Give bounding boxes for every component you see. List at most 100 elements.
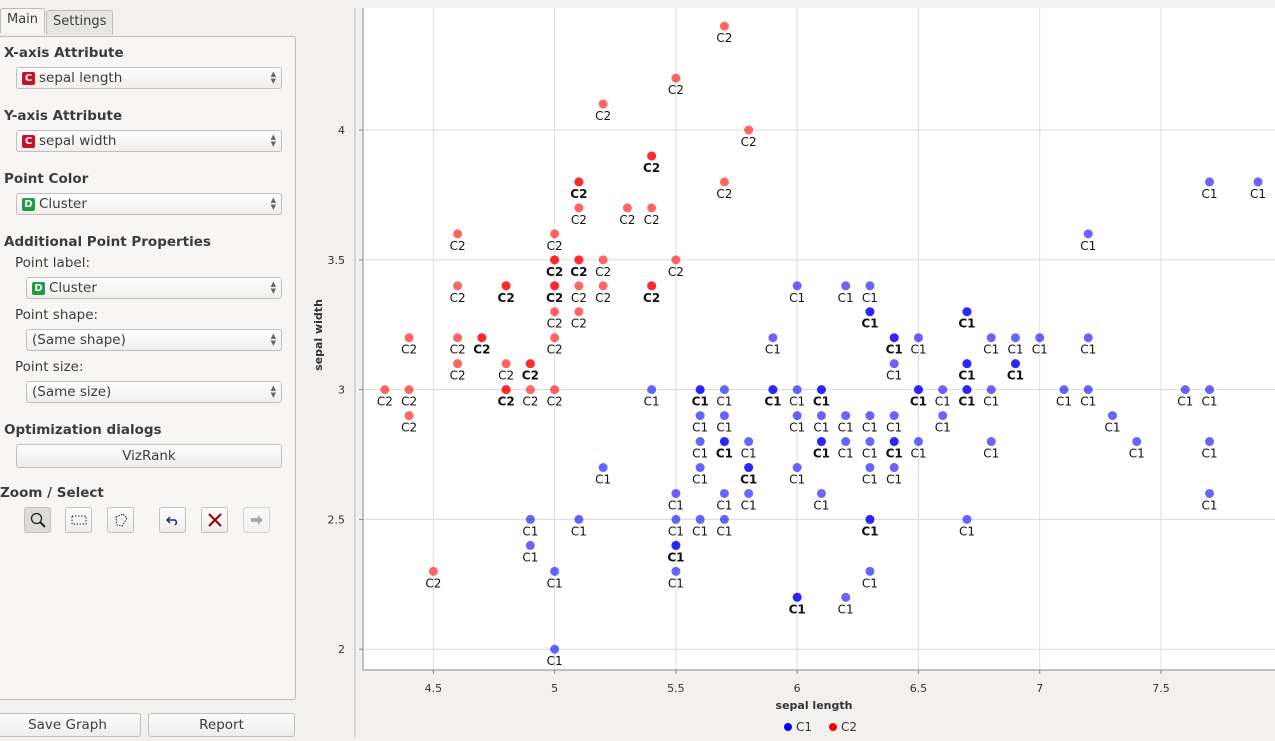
point-label: C2 [547, 395, 563, 409]
point-shape-select[interactable]: (Same shape) ▲ ▼ [26, 329, 282, 351]
data-point-c1 [986, 333, 996, 343]
point-label: C1 [862, 447, 878, 461]
report-button[interactable]: Report [148, 713, 295, 737]
save-graph-button[interactable]: Save Graph [0, 713, 141, 737]
spinner-arrows-icon: ▲ ▼ [270, 280, 276, 295]
zoom-tool-button[interactable] [24, 507, 51, 533]
point-label: C1 [861, 524, 878, 538]
point-label: C1 [716, 498, 732, 512]
data-point-c1 [719, 437, 729, 447]
point-color-heading: Point Color [4, 171, 89, 187]
point-label: C1 [910, 447, 926, 461]
data-point-c2 [501, 385, 511, 395]
point-label: C1 [741, 447, 757, 461]
zoom-select-heading: Zoom / Select [0, 485, 104, 501]
data-point-c1 [768, 333, 778, 343]
point-size-value: (Same size) [32, 384, 112, 400]
point-label-select[interactable]: D Cluster ▲ ▼ [26, 277, 282, 299]
spinner-arrows-icon: ▲ ▼ [270, 70, 276, 85]
data-point-c2 [574, 307, 584, 317]
tab-main[interactable]: Main [0, 8, 46, 33]
point-label: C2 [643, 291, 660, 305]
data-point-c1 [865, 514, 875, 524]
point-label: C2 [401, 343, 417, 357]
point-label: C1 [789, 602, 806, 616]
data-point-c1 [744, 488, 754, 498]
x-axis-select[interactable]: C sepal length ▲ ▼ [16, 67, 282, 89]
point-label: C1 [789, 421, 805, 435]
point-label: C2 [571, 317, 587, 331]
main-panel: X-axis Attribute C sepal length ▲ ▼ Y-axi… [0, 36, 296, 700]
data-point-c2 [453, 229, 463, 239]
point-label: C2 [716, 31, 732, 45]
data-point-c1 [1205, 385, 1215, 395]
data-point-c1 [744, 437, 754, 447]
data-point-c2 [501, 281, 511, 291]
point-label: C2 [644, 213, 660, 227]
point-label: C1 [838, 421, 854, 435]
point-label: C1 [813, 447, 830, 461]
data-point-c1 [695, 514, 705, 524]
data-point-c2 [477, 333, 487, 343]
rectangle-select-button[interactable] [65, 507, 92, 533]
polygon-select-button[interactable] [107, 507, 134, 533]
data-point-c1 [865, 463, 875, 473]
x-tick-label: 4.5 [425, 682, 443, 695]
point-label: C1 [547, 654, 563, 668]
data-point-c1 [816, 437, 826, 447]
discrete-badge-icon: D [22, 197, 35, 211]
data-point-c2 [719, 177, 729, 187]
y-axis-heading: Y-axis Attribute [4, 108, 123, 124]
send-selection-button[interactable] [243, 507, 270, 533]
data-point-c1 [695, 411, 705, 421]
point-label: C2 [595, 291, 611, 305]
point-label: C1 [692, 473, 708, 487]
rectangle-select-icon [71, 515, 86, 525]
point-label: C2 [522, 395, 538, 409]
magnifier-icon [30, 512, 46, 528]
point-label: C2 [546, 291, 563, 305]
point-label: C2 [401, 421, 417, 435]
point-color-select[interactable]: D Cluster ▲ ▼ [16, 193, 282, 215]
y-axis-value: sepal width [39, 133, 117, 149]
scatter-plot[interactable]: 4.5 5 5.5 6 6.5 7 7.5 2 2.5 3 3.5 4 sepal length sepa… [298, 0, 1275, 737]
point-size-select[interactable]: (Same size) ▲ ▼ [26, 381, 282, 403]
data-point-c1 [986, 385, 996, 395]
data-point-c1 [671, 566, 681, 576]
vizrank-button[interactable]: VizRank [16, 444, 282, 468]
point-label: C1 [789, 291, 805, 305]
data-point-c1 [1010, 333, 1020, 343]
data-point-c1 [889, 411, 899, 421]
y-tick-label: 2 [338, 643, 345, 656]
data-point-c1 [1083, 229, 1093, 239]
data-point-c1 [550, 644, 560, 654]
tab-settings[interactable]: Settings [46, 10, 114, 35]
data-point-c1 [719, 514, 729, 524]
point-label: C1 [1080, 239, 1096, 253]
point-label: C1 [959, 524, 975, 538]
point-label: C1 [935, 395, 951, 409]
point-label: C1 [1007, 343, 1023, 357]
point-label: C1 [1104, 421, 1120, 435]
data-point-c1 [671, 540, 681, 550]
point-label: C1 [716, 447, 733, 461]
point-label: C2 [450, 343, 466, 357]
undo-button[interactable] [159, 507, 186, 533]
x-axis-heading: X-axis Attribute [4, 45, 124, 61]
remove-selection-button[interactable] [201, 507, 228, 533]
point-label: C1 [668, 498, 684, 512]
point-label: C2 [425, 576, 441, 590]
data-point-c2 [501, 359, 511, 369]
point-label: C2 [741, 135, 757, 149]
point-label: C1 [862, 473, 878, 487]
data-point-c1 [1010, 359, 1020, 369]
data-point-c2 [598, 281, 608, 291]
data-point-c1 [1132, 437, 1142, 447]
y-axis-select[interactable]: C sepal width ▲ ▼ [16, 130, 282, 152]
point-label: C1 [935, 421, 951, 435]
data-point-c1 [1059, 385, 1069, 395]
point-label: C2 [377, 395, 393, 409]
point-label: C2 [450, 369, 466, 383]
data-point-c1 [525, 514, 535, 524]
point-label: C1 [667, 550, 684, 564]
